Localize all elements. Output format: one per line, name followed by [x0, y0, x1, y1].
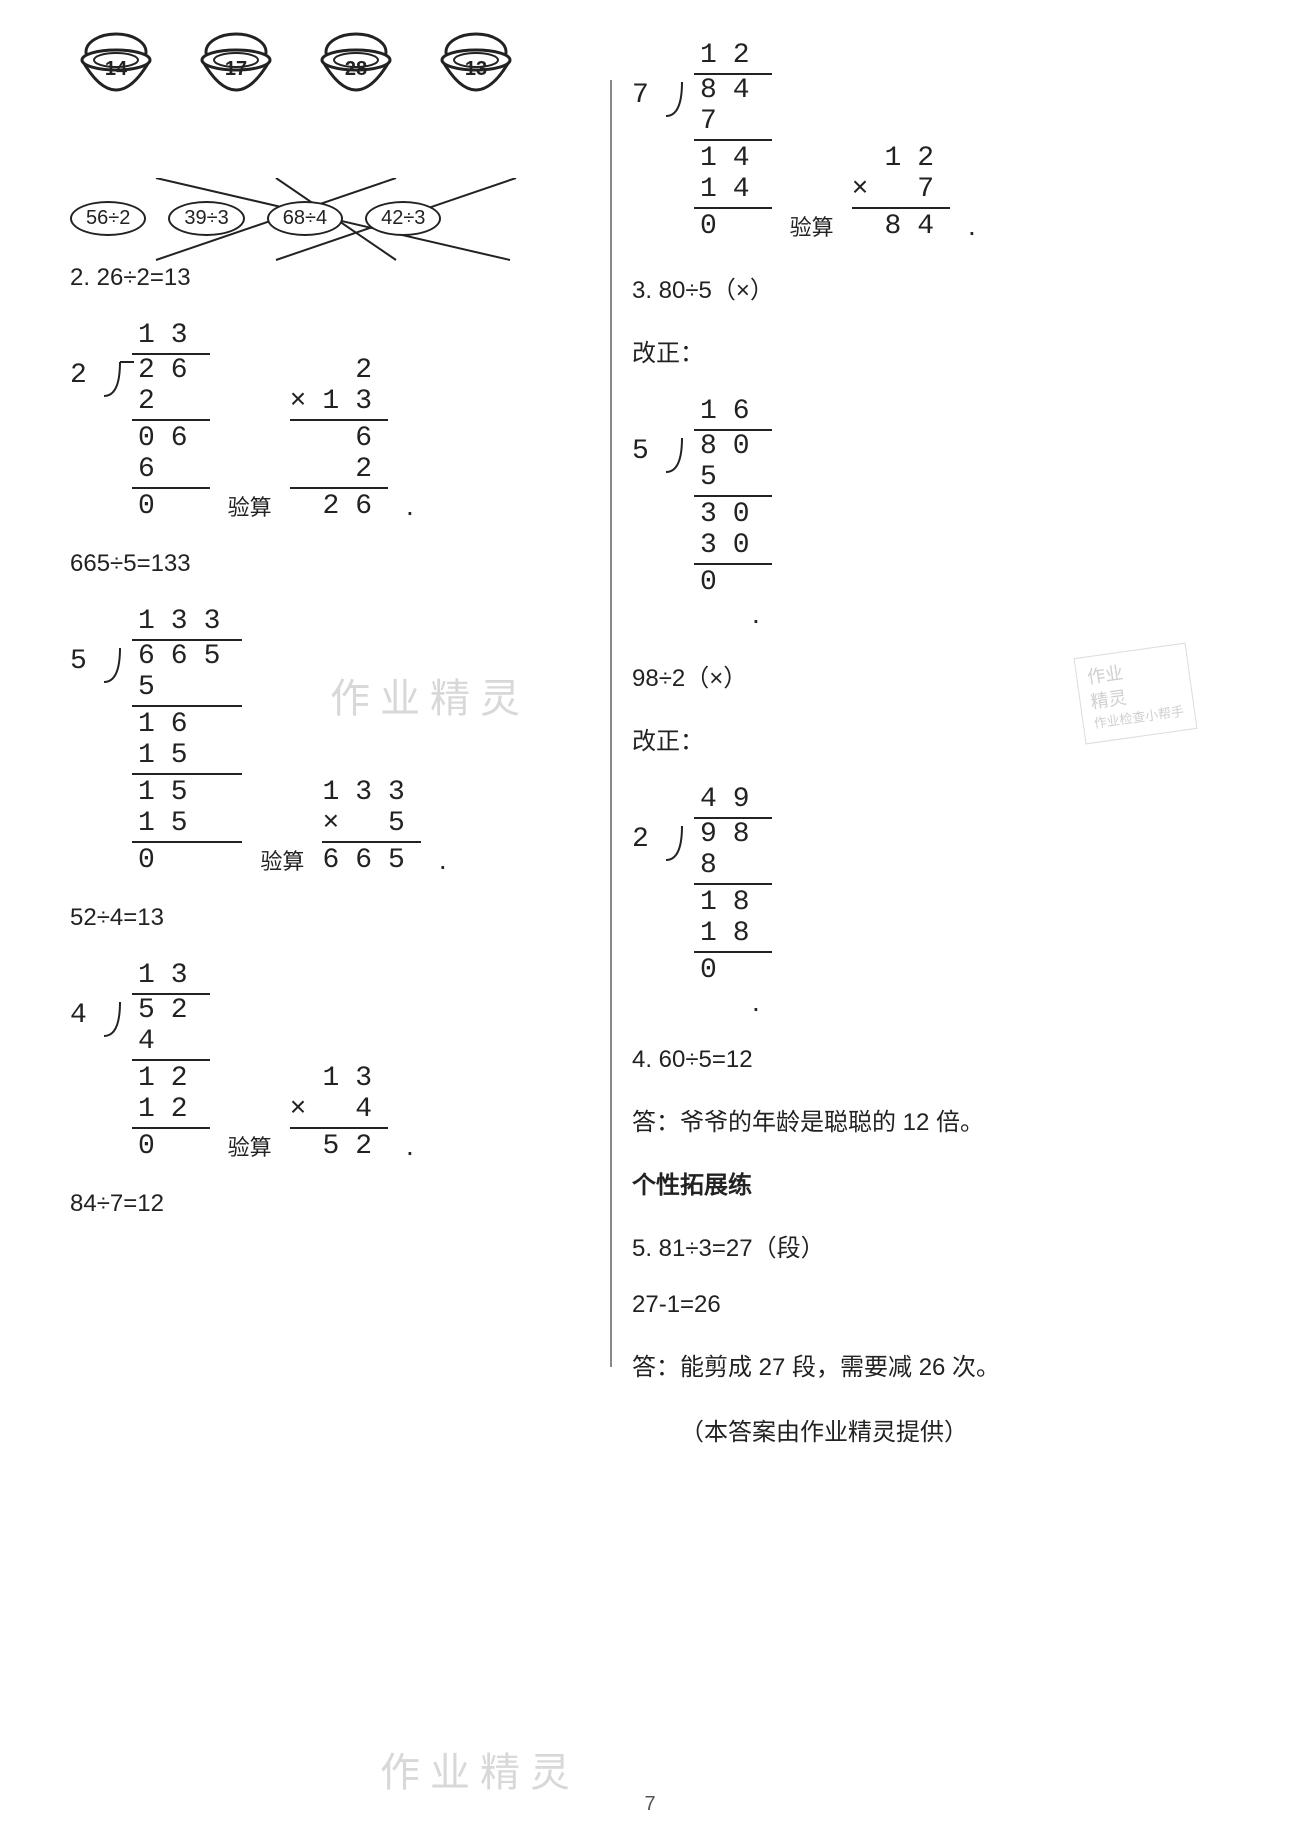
right-column: 7 12 84 7 14 14 0 验算 12 × 7 84	[612, 30, 1172, 1447]
mult-verify-26: 2 ×13 6 2 26	[290, 355, 388, 522]
longdiv-52-4: 4 13 52 4 12 12 0	[70, 960, 210, 1162]
correct-label: 改正：	[632, 333, 1152, 368]
verify-label: 验算	[260, 844, 304, 876]
oval-2: 39÷3	[168, 201, 244, 236]
basket-label-2: 17	[190, 58, 282, 81]
oval-1: 56÷2	[70, 201, 146, 236]
oval-3: 68÷4	[267, 201, 343, 236]
watermark: 作业精灵	[330, 666, 530, 724]
correct-label: 改正：	[632, 721, 1152, 756]
basket-1: 14	[70, 30, 162, 129]
basket-row: 14 17 28	[70, 30, 590, 129]
longdiv-26-2: 2 13 26 2 06 6 0	[70, 320, 210, 522]
longdiv-665-5: 5 133 665 5 16 15 15 15 0	[70, 606, 242, 876]
q4-answer: 答：爷爷的年龄是聪聪的 12 倍。	[632, 1102, 1152, 1137]
basket-4: 13	[430, 30, 522, 129]
basket-3: 28	[310, 30, 402, 129]
q5-equation-a: 5. 81÷3=27（段）	[632, 1228, 1152, 1263]
calc-665-div-5: 5 133 665 5 16 15 15 15 0 验算	[70, 606, 590, 876]
q665-heading: 665÷5=133	[70, 550, 590, 578]
mult-verify-52: 13 × 4 52	[290, 1063, 388, 1162]
mult-verify-665: 133 × 5 665	[322, 777, 420, 876]
oval-4: 42÷3	[365, 201, 441, 236]
basket-label-3: 28	[310, 58, 402, 81]
answer-credit: （本答案由作业精灵提供）	[632, 1412, 1152, 1447]
longdiv-98-2: 2 49 98 8 18 18 0	[632, 784, 772, 986]
longdiv-80-5: 5 16 80 5 30 30 0	[632, 396, 772, 598]
verify-label: 验算	[790, 210, 834, 242]
q4-equation: 4. 60÷5=12	[632, 1046, 1152, 1074]
left-column: 14 17 28	[50, 30, 610, 1447]
watermark: 作业精灵	[380, 1740, 580, 1798]
calc-84-div-7: 7 12 84 7 14 14 0 验算 12 × 7 84	[632, 40, 1152, 242]
mult-verify-84: 12 × 7 84	[852, 143, 950, 242]
q84-heading: 84÷7=12	[70, 1190, 590, 1218]
oval-row: 56÷2 39÷3 68÷4 42÷3	[70, 201, 590, 236]
calc-52-div-4: 4 13 52 4 12 12 0 验算 13 × 4 52	[70, 960, 590, 1162]
calc-98-div-2: 2 49 98 8 18 18 0 .	[632, 784, 1152, 1018]
q52-heading: 52÷4=13	[70, 904, 590, 932]
q2-heading: 2. 26÷2=13	[70, 264, 590, 292]
q5-equation-b: 27-1=26	[632, 1291, 1152, 1319]
calc-26-div-2: 2 13 26 2 06 6 0 验算 2 ×13 6	[70, 320, 590, 522]
q5-answer: 答：能剪成 27 段，需要减 26 次。	[632, 1347, 1152, 1382]
q3-heading: 3. 80÷5（×）	[632, 270, 1152, 305]
page-number: 7	[644, 1793, 655, 1816]
calc-80-div-5: 5 16 80 5 30 30 0 .	[632, 396, 1152, 630]
longdiv-84-7: 7 12 84 7 14 14 0	[632, 40, 772, 242]
basket-label-1: 14	[70, 58, 162, 81]
verify-label: 验算	[228, 1130, 272, 1162]
basket-label-4: 13	[430, 58, 522, 81]
basket-2: 17	[190, 30, 282, 129]
section-heading: 个性拓展练	[632, 1165, 1152, 1200]
verify-label: 验算	[228, 490, 272, 522]
stamp-watermark: 作业 精灵 作业检查小帮手	[1074, 643, 1198, 744]
